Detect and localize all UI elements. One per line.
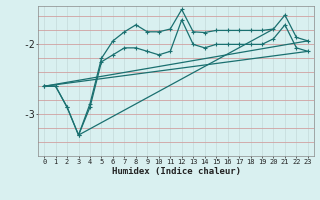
X-axis label: Humidex (Indice chaleur): Humidex (Indice chaleur): [111, 167, 241, 176]
